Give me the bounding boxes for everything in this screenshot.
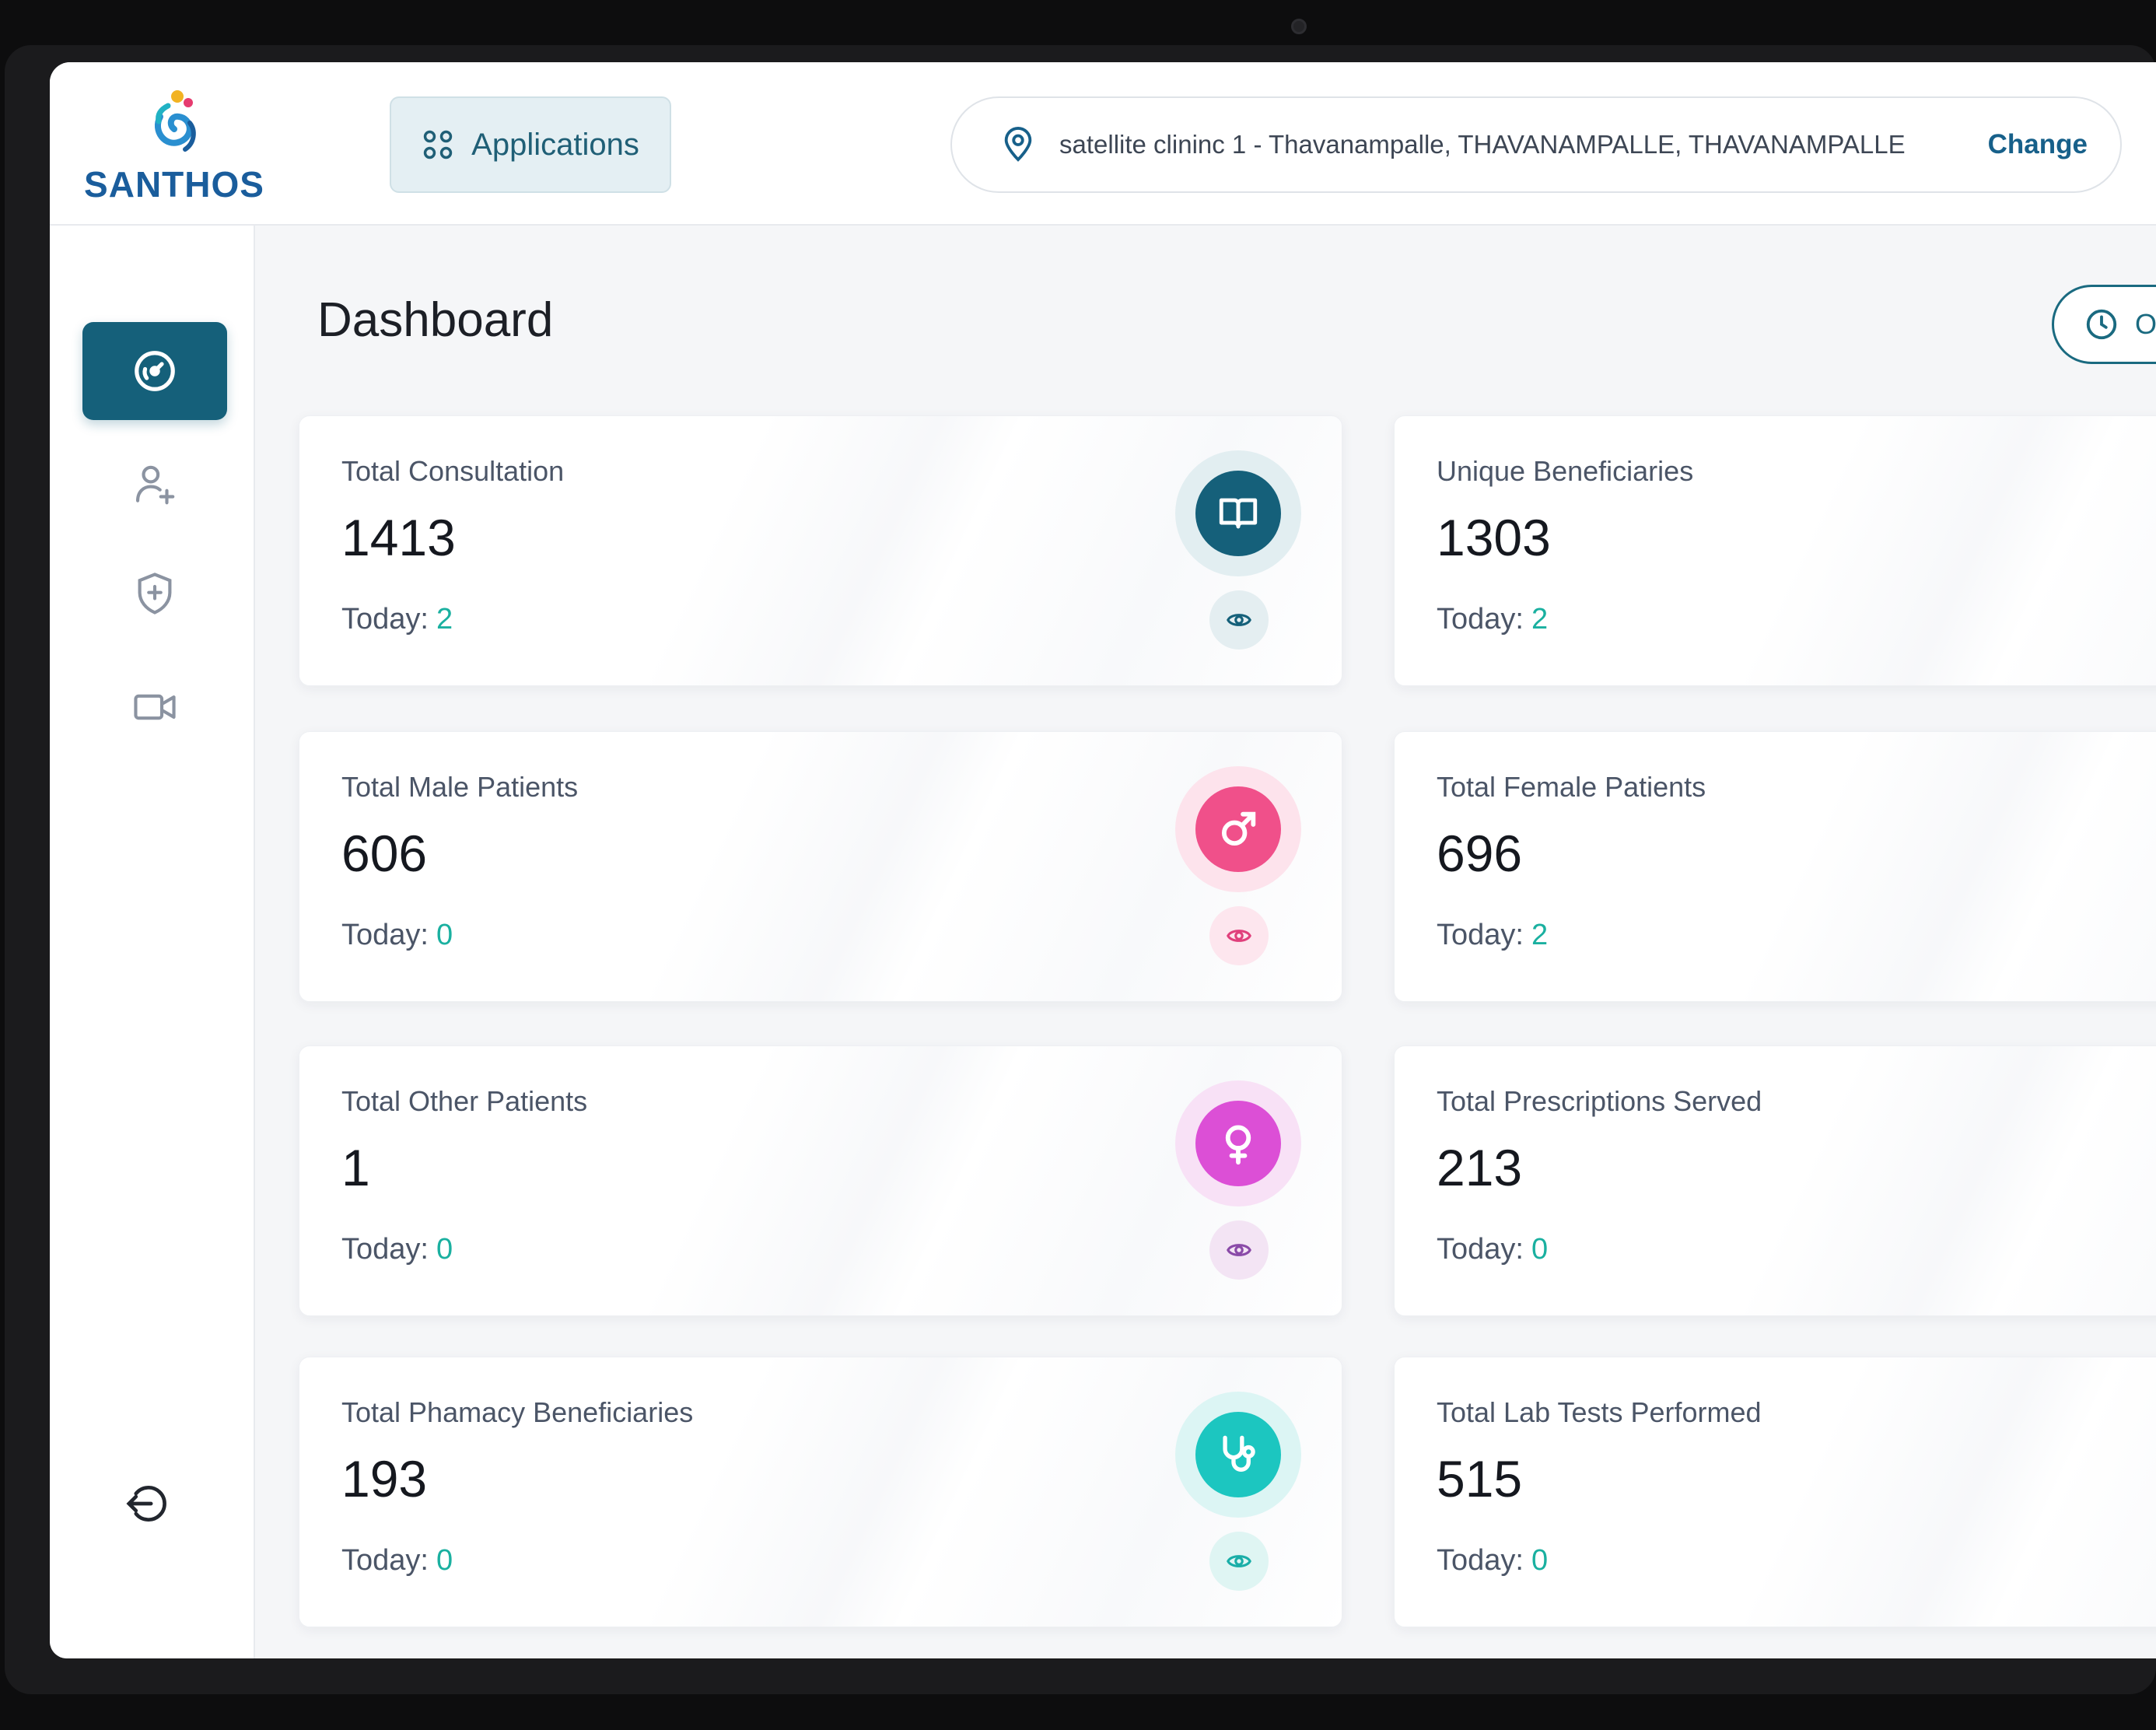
card-label: Total Female Patients	[1437, 771, 1706, 803]
card-label: Total Male Patients	[341, 771, 579, 803]
card-label: Total Lab Tests Performed	[1437, 1396, 1762, 1428]
sidebar-item-video[interactable]	[82, 658, 227, 756]
card-value: 1413	[341, 509, 456, 566]
eye-icon	[1227, 1244, 1251, 1256]
location-pin-icon	[1004, 127, 1032, 162]
card-value: 515	[1437, 1450, 1523, 1508]
brand-name: SANTHOS	[84, 164, 264, 205]
today-label: Today:	[1437, 603, 1524, 636]
today-value: 2	[1531, 919, 1549, 951]
card-today: Today: 0	[1437, 1233, 1548, 1266]
card-value: 1	[341, 1139, 370, 1196]
card-badge	[1175, 766, 1301, 892]
today-label: Today:	[341, 603, 429, 636]
today-label: Today:	[341, 1544, 429, 1577]
card-badge	[1175, 1080, 1301, 1206]
time-filter-label: Ol	[2135, 308, 2156, 340]
camera-icon	[1291, 19, 1307, 34]
book-icon	[1219, 498, 1258, 529]
today-value: 0	[1531, 1233, 1549, 1266]
card-today: Today: 2	[1437, 919, 1548, 952]
card-label: Total Prescriptions Served	[1437, 1085, 1762, 1117]
eye-icon	[1227, 930, 1251, 942]
card-today: Today: 0	[1437, 1544, 1548, 1578]
view-details-button[interactable]	[1209, 1220, 1269, 1280]
logout-button[interactable]	[75, 1455, 219, 1553]
card-value: 193	[341, 1450, 428, 1508]
time-filter-button[interactable]: Ol	[2052, 285, 2156, 364]
stethoscope-icon	[1223, 1435, 1255, 1472]
video-camera-icon	[134, 694, 176, 720]
applications-label: Applications	[471, 127, 639, 162]
stat-card-female-patients: Total Female Patients 696 Today: 2	[1394, 731, 2156, 1002]
card-badge	[1175, 1392, 1301, 1518]
shield-plus-icon	[138, 573, 172, 615]
eye-icon	[1227, 1555, 1251, 1567]
view-details-button[interactable]	[1209, 906, 1269, 965]
card-today: Today: 2	[341, 603, 453, 636]
card-label: Unique Beneficiaries	[1437, 455, 1694, 487]
card-value: 696	[1437, 825, 1523, 882]
today-label: Today:	[341, 1233, 429, 1266]
stat-card-total-consultation: Total Consultation 1413 Today: 2	[299, 415, 1342, 686]
santhos-logo-icon	[154, 90, 196, 152]
stat-card-unique-beneficiaries: Unique Beneficiaries 1303 Today: 2	[1394, 415, 2156, 686]
sidebar-item-shield[interactable]	[82, 545, 227, 643]
today-value: 0	[436, 919, 453, 951]
stat-card-male-patients: Total Male Patients 606 Today: 0	[299, 731, 1342, 1002]
sidebar-item-add-user[interactable]	[82, 436, 227, 534]
top-header: SANTHOS Applications satellite clininc 1…	[50, 62, 2156, 226]
applications-button[interactable]: Applications	[390, 96, 671, 193]
today-value: 2	[1531, 603, 1549, 636]
today-label: Today:	[1437, 919, 1524, 951]
app-screen: SANTHOS Applications satellite clininc 1…	[50, 62, 2156, 1658]
add-user-icon	[135, 465, 175, 505]
stat-card-prescriptions-served: Total Prescriptions Served 213 Today: 0	[1394, 1045, 2156, 1316]
card-value: 606	[341, 825, 428, 882]
today-value: 0	[436, 1544, 453, 1577]
female-symbol-icon	[1225, 1125, 1251, 1165]
card-label: Total Consultation	[341, 455, 565, 487]
location-selector[interactable]: satellite clininc 1 - Thavanampalle, THA…	[950, 96, 2122, 193]
sidebar-item-dashboard[interactable]	[82, 322, 227, 420]
male-symbol-icon	[1221, 811, 1256, 846]
logout-icon	[126, 1486, 166, 1522]
page-title: Dashboard	[317, 293, 554, 347]
today-label: Today:	[341, 919, 429, 951]
card-today: Today: 0	[341, 919, 453, 952]
sidebar	[50, 226, 255, 1658]
today-label: Today:	[1437, 1544, 1524, 1577]
card-value: 213	[1437, 1139, 1523, 1196]
change-location-button[interactable]: Change	[1987, 129, 2088, 159]
grid-apps-icon	[423, 130, 453, 159]
stat-card-other-patients: Total Other Patients 1 Today: 0	[299, 1045, 1342, 1316]
card-today: Today: 0	[341, 1233, 453, 1266]
card-badge	[1175, 450, 1301, 576]
today-value: 0	[1531, 1544, 1549, 1577]
view-details-button[interactable]	[1209, 590, 1269, 650]
card-label: Total Phamacy Beneficiaries	[341, 1396, 694, 1428]
card-value: 1303	[1437, 509, 1551, 566]
dashboard-gauge-icon	[135, 351, 175, 391]
card-today: Today: 0	[341, 1544, 453, 1578]
clock-icon	[2086, 309, 2117, 340]
today-label: Today:	[1437, 1233, 1524, 1266]
today-value: 0	[436, 1233, 453, 1266]
view-details-button[interactable]	[1209, 1532, 1269, 1591]
brand-logo[interactable]: SANTHOS	[81, 86, 268, 205]
stat-card-lab-tests: Total Lab Tests Performed 515 Today: 0	[1394, 1357, 2156, 1627]
stat-card-pharmacy-beneficiaries: Total Phamacy Beneficiaries 193 Today: 0	[299, 1357, 1342, 1627]
card-label: Total Other Patients	[341, 1085, 588, 1117]
eye-icon	[1227, 614, 1251, 626]
location-text: satellite clininc 1 - Thavanampalle, THA…	[1059, 130, 1906, 159]
today-value: 2	[436, 603, 453, 636]
card-today: Today: 2	[1437, 603, 1548, 636]
